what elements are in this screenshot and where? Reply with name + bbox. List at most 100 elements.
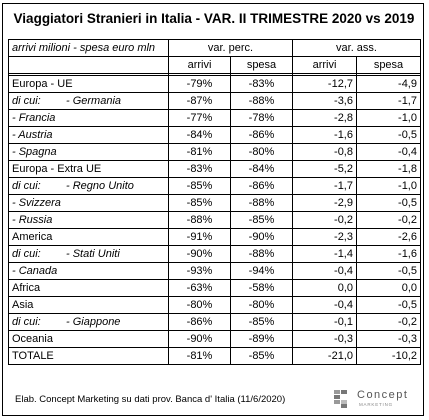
document-frame: Viaggiatori Stranieri in Italia - VAR. I…: [2, 3, 424, 416]
cell-ass-spesa: -1,0: [356, 109, 421, 127]
cell-perc-arrivi: -90%: [168, 330, 231, 348]
cell-perc-spesa: -84%: [230, 160, 293, 178]
cell-perc-arrivi: -81%: [168, 143, 231, 161]
table-row: - Canada -93% -94% -0,4 -0,5: [8, 262, 421, 280]
row-label: di cui: - Regno Unito: [8, 177, 169, 195]
cell-ass-arrivi: -12,7: [292, 75, 357, 93]
cell-perc-spesa: -88%: [230, 92, 293, 110]
row-label: Europa - UE: [8, 75, 169, 93]
row-label: di cui: - Germania: [8, 92, 169, 110]
logo-tagline: MARKETING: [359, 402, 393, 407]
cell-perc-arrivi: -93%: [168, 262, 231, 280]
row-name: Asia: [12, 299, 34, 311]
cell-ass-arrivi: -3,6: [292, 92, 357, 110]
table-row: America -91% -90% -2,3 -2,6: [8, 228, 421, 246]
cell-perc-spesa: -86%: [230, 177, 293, 195]
row-prefix: di cui:: [12, 180, 41, 192]
cell-ass-spesa: -4,9: [356, 75, 421, 93]
table-row: di cui: - Germania -87% -88% -3,6 -1,7: [8, 92, 421, 110]
logo-name: Concept: [357, 389, 409, 401]
header-empty-cell: [8, 56, 169, 74]
cell-ass-arrivi: -0,4: [292, 296, 357, 314]
row-label: America: [8, 228, 169, 246]
cell-ass-spesa: -0,4: [356, 143, 421, 161]
cell-perc-spesa: -78%: [230, 109, 293, 127]
cell-perc-spesa: -85%: [230, 313, 293, 331]
row-name: - Spagna: [12, 146, 57, 158]
col-header-perc-spesa: spesa: [230, 56, 293, 74]
table-row: TOTALE -81% -85% -21,0 -10,2: [8, 347, 421, 365]
row-prefix: di cui:: [12, 248, 41, 260]
cell-perc-arrivi: -80%: [168, 296, 231, 314]
row-name: - Stati Uniti: [66, 248, 120, 260]
cell-perc-arrivi: -86%: [168, 313, 231, 331]
cell-ass-arrivi: -2,8: [292, 109, 357, 127]
row-name: Africa: [12, 282, 41, 294]
cell-ass-spesa: -1,8: [356, 160, 421, 178]
row-label: - Canada: [8, 262, 169, 280]
cell-ass-spesa: -0,5: [356, 194, 421, 212]
group-header-ass: var. ass.: [292, 39, 421, 57]
cell-ass-spesa: -1,0: [356, 177, 421, 195]
row-name: - Russia: [12, 214, 53, 226]
cell-perc-spesa: -94%: [230, 262, 293, 280]
concept-logo: Concept MARKETING: [333, 387, 421, 411]
cell-ass-spesa: -10,2: [356, 347, 421, 365]
row-label: - Russia: [8, 211, 169, 229]
cell-perc-spesa: -80%: [230, 296, 293, 314]
table-row: - Svizzera -85% -88% -2,9 -0,5: [8, 194, 421, 212]
cell-ass-spesa: -1,7: [356, 92, 421, 110]
cell-ass-arrivi: -1,6: [292, 126, 357, 144]
cell-perc-spesa: -58%: [230, 279, 293, 297]
cell-perc-arrivi: -85%: [168, 177, 231, 195]
cell-perc-arrivi: -91%: [168, 228, 231, 246]
cell-ass-arrivi: -0,8: [292, 143, 357, 161]
col-header-ass-arrivi: arrivi: [292, 56, 357, 74]
row-name: - Canada: [12, 265, 58, 277]
row-name: - Germania: [66, 95, 122, 107]
cell-ass-arrivi: -1,7: [292, 177, 357, 195]
cell-ass-spesa: -0,5: [356, 296, 421, 314]
table-row: Asia -80% -80% -0,4 -0,5: [8, 296, 421, 314]
table-row: - Francia -77% -78% -2,8 -1,0: [8, 109, 421, 127]
row-name: - Francia: [12, 112, 56, 124]
row-label: Oceania: [8, 330, 169, 348]
cell-ass-spesa: -0,3: [356, 330, 421, 348]
cell-perc-spesa: -89%: [230, 330, 293, 348]
row-name: - Svizzera: [12, 197, 61, 209]
row-name: - Giappone: [66, 316, 121, 328]
table-row: - Russia -88% -85% -0,2 -0,2: [8, 211, 421, 229]
cell-ass-spesa: -0,5: [356, 126, 421, 144]
table-row: di cui: - Giappone -86% -85% -0,1 -0,2: [8, 313, 421, 331]
row-name: America: [12, 231, 53, 243]
unit-label: arrivi milioni - spesa euro mln: [8, 39, 169, 57]
row-label: Africa: [8, 279, 169, 297]
cell-ass-arrivi: 0,0: [292, 279, 357, 297]
table-row: Europa - Extra UE -83% -84% -5,2 -1,8: [8, 160, 421, 178]
cell-perc-arrivi: -63%: [168, 279, 231, 297]
cell-perc-arrivi: -83%: [168, 160, 231, 178]
table-row: Oceania -90% -89% -0,3 -0,3: [8, 330, 421, 348]
row-name: - Austria: [12, 129, 53, 141]
data-table: arrivi milioni - spesa euro mln var. per…: [8, 39, 421, 365]
table-row: - Austria -84% -86% -1,6 -0,5: [8, 126, 421, 144]
cell-perc-spesa: -88%: [230, 245, 293, 263]
row-label: di cui: - Giappone: [8, 313, 169, 331]
header-row-columns: arrivi spesa arrivi spesa: [8, 56, 421, 74]
page-title: Viaggiatori Stranieri in Italia - VAR. I…: [13, 11, 415, 26]
cell-ass-arrivi: -0,4: [292, 262, 357, 280]
table-row: di cui: - Stati Uniti -90% -88% -1,4 -1,6: [8, 245, 421, 263]
cell-ass-arrivi: -2,9: [292, 194, 357, 212]
col-header-ass-spesa: spesa: [356, 56, 421, 74]
cell-ass-spesa: 0,0: [356, 279, 421, 297]
col-header-perc-arrivi: arrivi: [168, 56, 231, 74]
cell-ass-spesa: -0,5: [356, 262, 421, 280]
cell-perc-arrivi: -88%: [168, 211, 231, 229]
row-name: Europa - Extra UE: [12, 163, 102, 175]
table-row: - Spagna -81% -80% -0,8 -0,4: [8, 143, 421, 161]
cell-perc-arrivi: -84%: [168, 126, 231, 144]
cell-ass-arrivi: -1,4: [292, 245, 357, 263]
table-row: Africa -63% -58% 0,0 0,0: [8, 279, 421, 297]
source-note: Elab. Concept Marketing su dati prov. Ba…: [15, 394, 286, 405]
cell-perc-spesa: -85%: [230, 347, 293, 365]
